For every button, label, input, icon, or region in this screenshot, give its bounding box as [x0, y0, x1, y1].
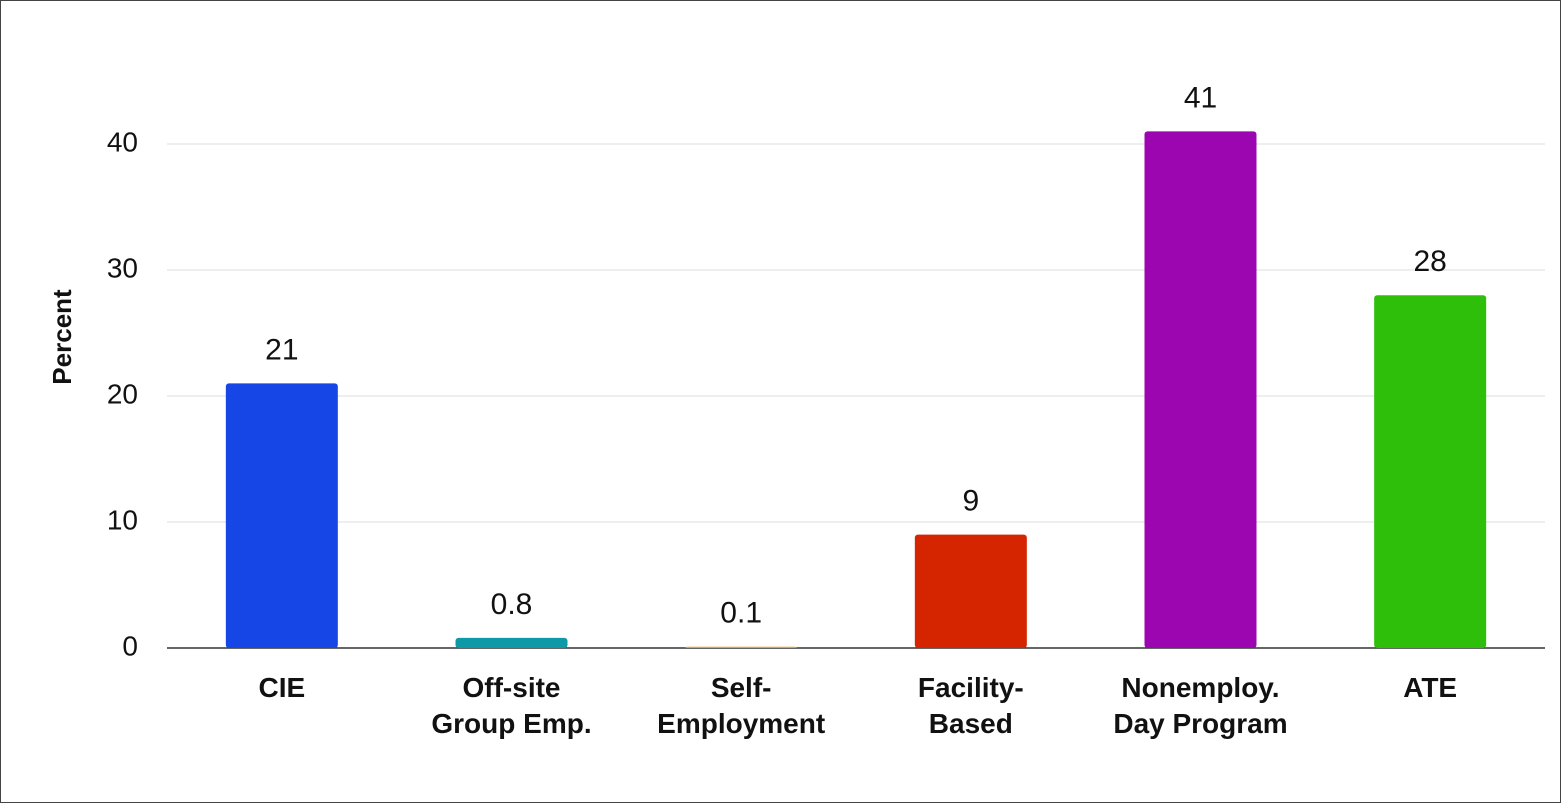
y-axis-label: Percent	[47, 289, 77, 385]
bar	[914, 534, 1027, 648]
y-tick-label: 40	[107, 126, 138, 157]
value-label: 28	[1413, 245, 1446, 278]
value-label: 0.1	[720, 597, 762, 630]
y-tick-label: 20	[107, 378, 138, 409]
bar	[1144, 131, 1257, 648]
y-tick-label: 0	[122, 630, 138, 661]
value-label: 0.8	[491, 588, 533, 621]
bar	[225, 383, 338, 648]
value-label: 21	[265, 333, 298, 366]
x-tick-label: Facility- Based	[917, 672, 1024, 739]
bar	[455, 637, 568, 648]
y-tick-label: 30	[107, 252, 138, 283]
y-tick-label: 10	[107, 504, 138, 535]
value-label: 41	[1184, 81, 1217, 114]
x-tick-label: Self- Employment	[657, 672, 826, 739]
bar	[1374, 295, 1487, 648]
bar	[685, 646, 798, 648]
x-tick-label: ATE	[1403, 672, 1458, 703]
x-tick-label: CIE	[258, 672, 306, 703]
x-tick-label: Nonemploy. Day Program	[1113, 672, 1288, 739]
value-label: 9	[962, 485, 979, 518]
x-tick-label: Off-site Group Emp.	[431, 672, 592, 739]
